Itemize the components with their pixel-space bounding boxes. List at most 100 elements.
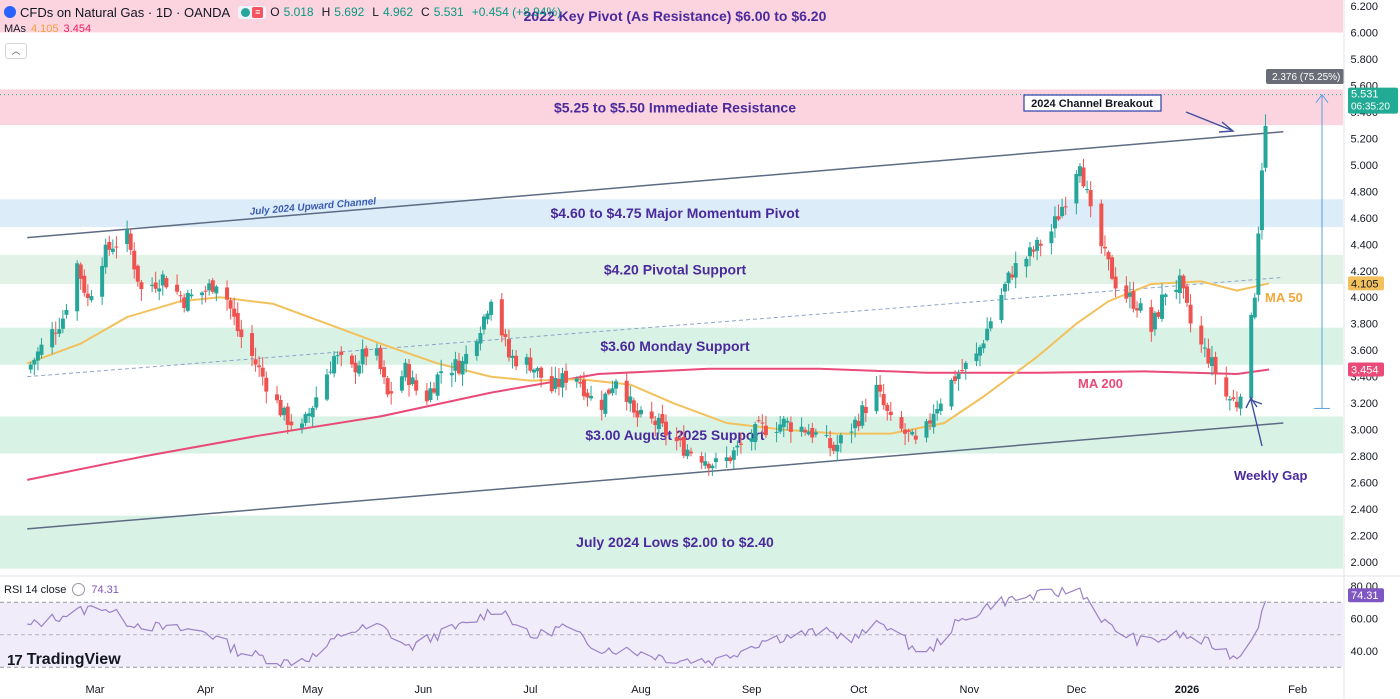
low-value: 4.962 bbox=[382, 5, 414, 19]
candle-body bbox=[1056, 216, 1061, 220]
candle-body bbox=[1234, 401, 1239, 408]
candle-body bbox=[578, 381, 583, 384]
rsi-polyline bbox=[27, 586, 1267, 668]
candle-body bbox=[160, 274, 165, 286]
candle-body bbox=[539, 367, 544, 378]
candle-body bbox=[39, 344, 44, 355]
rsi-legend[interactable]: RSI 14 close 74.31 bbox=[4, 583, 119, 596]
zone-label: $3.60 Monday Support bbox=[600, 338, 750, 354]
candle-body bbox=[374, 348, 379, 356]
candle-body bbox=[1181, 275, 1186, 289]
visibility-eye-icon[interactable] bbox=[72, 583, 86, 596]
candle-body bbox=[606, 389, 611, 394]
candle-body bbox=[107, 241, 112, 250]
candle-body bbox=[853, 419, 858, 429]
candle-body bbox=[624, 380, 629, 402]
ma50-price-value: 4.105 bbox=[1351, 278, 1379, 290]
candle-body bbox=[499, 299, 504, 336]
candle-body bbox=[1099, 203, 1104, 247]
candle-body bbox=[1063, 206, 1068, 208]
candle-body bbox=[903, 429, 908, 434]
weekly-gap-arrowhead-up bbox=[1245, 396, 1258, 409]
price-tick-label: 2.000 bbox=[1350, 557, 1378, 569]
candle-body bbox=[1110, 257, 1115, 279]
price-tick-label: 2.200 bbox=[1350, 531, 1378, 543]
candle-body bbox=[938, 403, 943, 412]
candle-body bbox=[731, 450, 736, 460]
candle-body bbox=[799, 426, 804, 432]
rsi-value-label: 74.31 bbox=[1351, 590, 1379, 602]
price-tick-label: 6.200 bbox=[1350, 1, 1378, 13]
candle-body bbox=[1252, 297, 1257, 318]
candle-body bbox=[439, 371, 444, 374]
candle-body bbox=[185, 292, 190, 311]
price-tick-label: 3.000 bbox=[1350, 425, 1378, 437]
candle-body bbox=[260, 367, 265, 377]
candle-body bbox=[924, 421, 929, 438]
candle-body bbox=[1035, 239, 1040, 251]
candle-body bbox=[803, 429, 808, 433]
candle-body bbox=[510, 355, 515, 359]
candle-body bbox=[132, 250, 137, 270]
last-price-tag bbox=[1348, 87, 1398, 114]
ma50-legend-value: 4.105 bbox=[31, 23, 59, 35]
time-tick-label: Aug bbox=[631, 684, 651, 696]
candle-body bbox=[189, 294, 194, 297]
candle-body bbox=[581, 379, 586, 397]
candle-body bbox=[953, 376, 958, 381]
collapse-legend-button[interactable]: ︿ bbox=[5, 43, 27, 59]
time-axis[interactable]: Mar Apr May Jun Jul Aug Sep Oct Nov Dec 2026 Feb bbox=[86, 684, 1308, 696]
candle-body bbox=[1049, 231, 1054, 244]
tradingview-logo[interactable]: 17 TradingView bbox=[7, 651, 121, 669]
candle-body bbox=[1209, 357, 1214, 366]
breakout-label: 2024 Channel Breakout bbox=[1031, 98, 1153, 110]
candle-body bbox=[285, 406, 290, 425]
candle-body bbox=[653, 420, 658, 426]
price-tick-label: 4.800 bbox=[1350, 186, 1378, 198]
candle-body bbox=[781, 418, 786, 428]
candle-body bbox=[435, 374, 440, 396]
candle-body bbox=[1163, 294, 1168, 297]
zone-labels: 2022 Key Pivot (As Resistance) $6.00 to … bbox=[524, 8, 827, 550]
tradingview-mark-icon: 17 bbox=[7, 651, 23, 669]
ma-legend[interactable]: MAs 4.105 3.454 bbox=[4, 23, 91, 35]
market-status-badge[interactable]: ≡ bbox=[238, 5, 267, 19]
candle-body bbox=[931, 413, 936, 428]
candle-body bbox=[53, 332, 58, 334]
candle-body bbox=[239, 329, 244, 337]
market-open-icon bbox=[241, 7, 251, 17]
time-tick-label: Oct bbox=[850, 684, 867, 696]
candle-body bbox=[599, 399, 604, 410]
candle-body bbox=[1227, 399, 1232, 401]
candle-body bbox=[257, 365, 262, 368]
candle-body bbox=[357, 365, 362, 374]
candle-body bbox=[1060, 206, 1065, 217]
candle-body bbox=[503, 334, 508, 338]
candle-body bbox=[28, 364, 33, 370]
symbol-title[interactable]: CFDs on Natural Gas · 1D · OANDA bbox=[20, 4, 231, 20]
rsi-tick-label: 60.00 bbox=[1350, 614, 1378, 626]
candle-body bbox=[1102, 246, 1107, 249]
candle-body bbox=[78, 264, 83, 279]
candle-body bbox=[382, 367, 387, 378]
candle-body bbox=[1124, 285, 1129, 299]
candle-body bbox=[414, 380, 419, 391]
candle-body bbox=[175, 284, 180, 292]
candle-body bbox=[114, 246, 119, 248]
time-tick-label: Mar bbox=[86, 684, 105, 696]
candle-body bbox=[981, 343, 986, 349]
candle-body bbox=[535, 368, 540, 372]
candle-body bbox=[1052, 216, 1057, 229]
candle-body bbox=[424, 390, 429, 402]
candle-body bbox=[228, 300, 233, 309]
price-tick-label: 5.000 bbox=[1350, 160, 1378, 172]
time-tick-label: Jul bbox=[523, 684, 537, 696]
candle-body bbox=[724, 457, 729, 462]
candle-body bbox=[706, 463, 711, 469]
candle-body bbox=[1259, 170, 1264, 231]
price-axis[interactable]: 6.2006.0005.8005.6005.4005.2005.0004.800… bbox=[1343, 0, 1398, 699]
candle-body bbox=[1135, 308, 1140, 311]
candle-body bbox=[150, 284, 155, 287]
countdown-timer: 06:35:20 bbox=[1351, 102, 1390, 113]
